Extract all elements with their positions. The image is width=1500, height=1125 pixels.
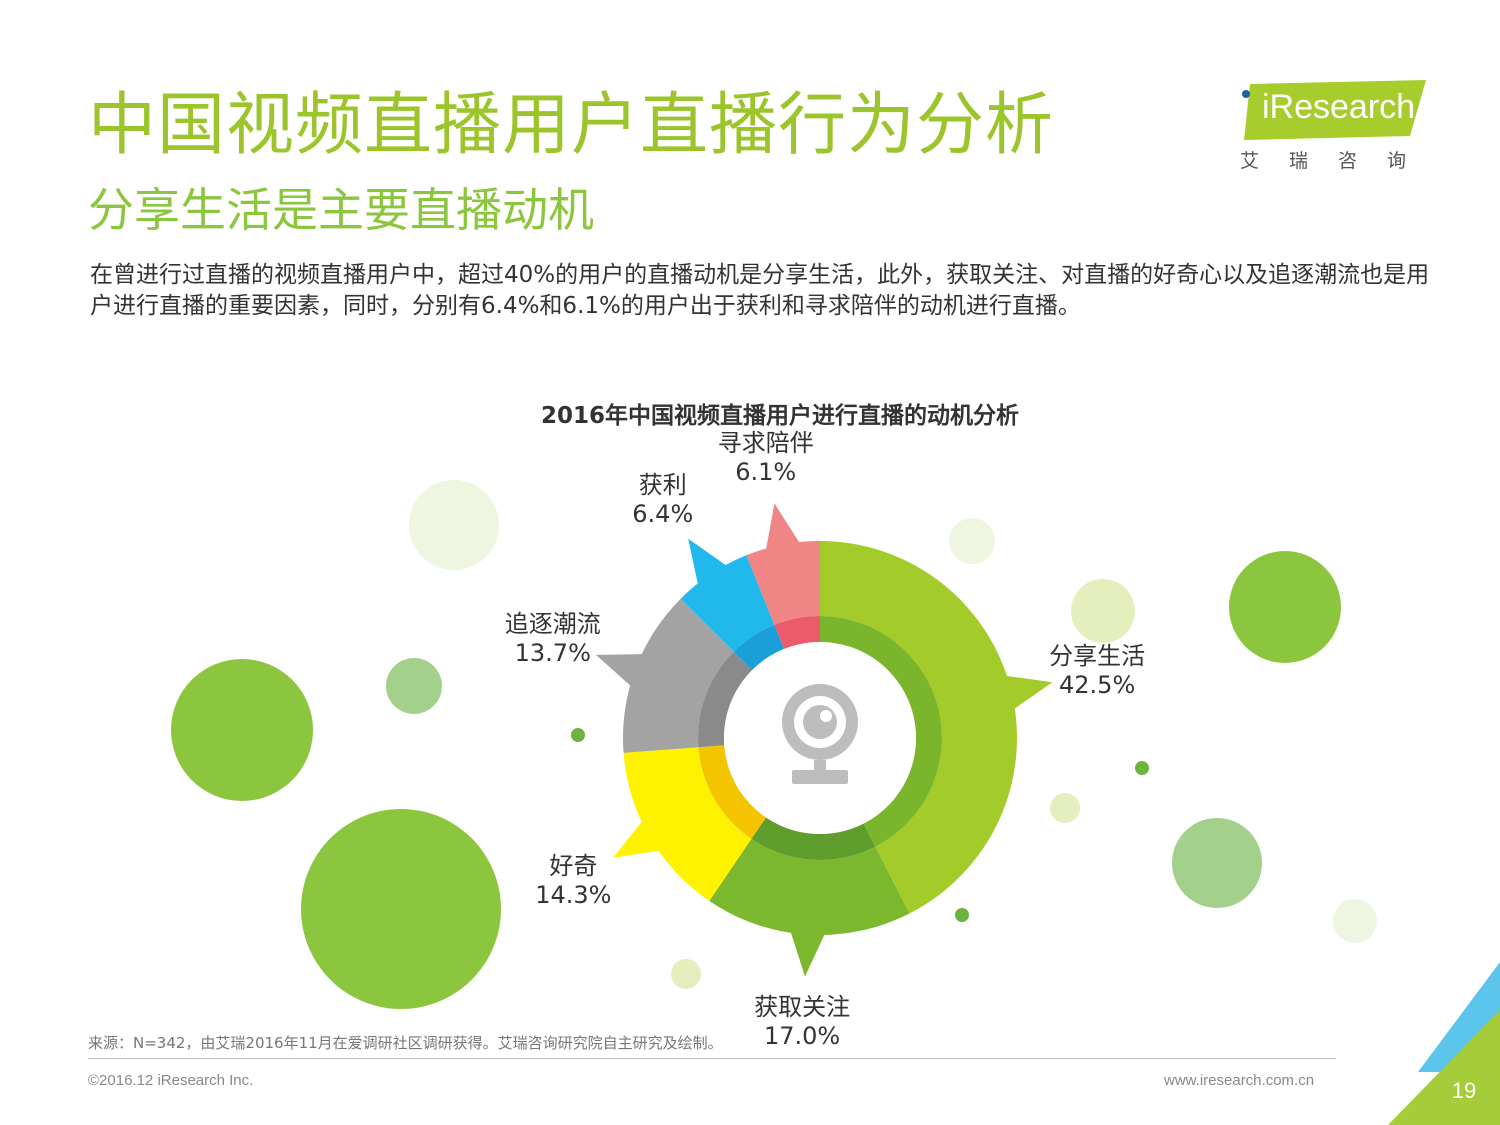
logo-chinese-text: 艾瑞咨询 xyxy=(1240,150,1437,172)
donut-slice-3 xyxy=(623,598,734,753)
slice-label-name: 好奇 xyxy=(549,851,598,880)
slice-label-name: 获取关注 xyxy=(754,993,851,1022)
slice-label-value: 6.1% xyxy=(735,458,797,487)
donut-slice-2 xyxy=(623,747,752,901)
bubble xyxy=(571,728,585,742)
corner-decoration xyxy=(1388,962,1500,1125)
slice-pointer-0 xyxy=(1004,675,1053,710)
slice-label-1: 获取关注 17.0% xyxy=(754,993,850,1051)
bubble xyxy=(671,959,701,989)
page-title: 中国视频直播用户直播行为分析 xyxy=(88,86,1055,165)
bubble xyxy=(301,809,501,1009)
source-note: 来源：N=342，由艾瑞2016年11月在爱调研社区调研获得。艾瑞咨询研究院自主… xyxy=(88,1034,723,1052)
donut-inner-slice-5 xyxy=(774,615,820,649)
bubble xyxy=(955,908,969,922)
donut-slice-5 xyxy=(746,541,820,625)
slice-pointer-4 xyxy=(688,538,728,586)
page-subtitle: 分享生活是主要直播动机 xyxy=(88,183,594,237)
slice-label-value: 14.3% xyxy=(535,880,612,909)
donut-inner-slice-0 xyxy=(820,616,942,847)
bubble xyxy=(949,518,995,564)
bubble xyxy=(409,480,499,570)
bubble xyxy=(1333,899,1377,943)
donut-slice-0 xyxy=(820,541,1018,914)
donut-inner-slice-3 xyxy=(698,651,753,748)
chart-title: 2016年中国视频直播用户进行直播的动机分析 xyxy=(540,403,1019,429)
slice-label-3: 追逐潮流 13.7% xyxy=(505,610,601,668)
logo-brand-text: iResearch xyxy=(1262,88,1416,126)
slice-label-name: 获利 xyxy=(638,471,687,500)
slice-label-4: 获利 6.4% xyxy=(632,471,693,529)
slice-label-value: 17.0% xyxy=(763,1022,841,1051)
bubble xyxy=(1071,579,1135,643)
bubble xyxy=(1050,793,1080,823)
iresearch-logo xyxy=(1242,80,1426,140)
bubble xyxy=(1229,551,1341,663)
slice-pointer-2 xyxy=(613,820,661,858)
slice-pointer-5 xyxy=(765,503,801,551)
slice-label-name: 追逐潮流 xyxy=(504,609,601,638)
copyright-text: ©2016.12 iResearch Inc. xyxy=(88,1072,254,1089)
webcam-icon xyxy=(782,684,858,784)
slice-label-name: 分享生活 xyxy=(1049,642,1146,671)
donut-inner-slice-4 xyxy=(733,624,785,671)
donut-inner-slice-1 xyxy=(751,817,876,860)
slice-label-0: 分享生活 42.5% xyxy=(1049,642,1145,700)
website-text: www.iresearch.com.cn xyxy=(1164,1072,1315,1089)
bubble xyxy=(1135,761,1149,775)
slice-label-value: 42.5% xyxy=(1059,671,1136,700)
decorative-bubbles xyxy=(171,480,1377,1009)
slice-label-value: 13.7% xyxy=(514,638,591,667)
slice-label-2: 好奇 14.3% xyxy=(535,852,611,910)
page-number: 19 xyxy=(1451,1078,1477,1103)
slice-label-name: 寻求陪伴 xyxy=(717,429,814,458)
bubble xyxy=(386,658,442,714)
bubble xyxy=(1172,818,1262,908)
slice-label-5: 寻求陪伴 6.1% xyxy=(718,429,814,487)
slice-pointer-1 xyxy=(790,930,826,977)
donut-slice-1 xyxy=(709,838,910,935)
bubble xyxy=(171,659,313,801)
slice-label-value: 6.4% xyxy=(632,500,694,529)
slice-pointer-3 xyxy=(595,654,644,687)
footer-divider xyxy=(88,1058,1336,1059)
donut-chart xyxy=(595,503,1053,977)
donut-inner-slice-2 xyxy=(698,745,767,839)
description-text: 在曾进行过直播的视频直播用户中，超过40%的用户的直播动机是分享生活，此外，获取… xyxy=(90,262,1430,319)
